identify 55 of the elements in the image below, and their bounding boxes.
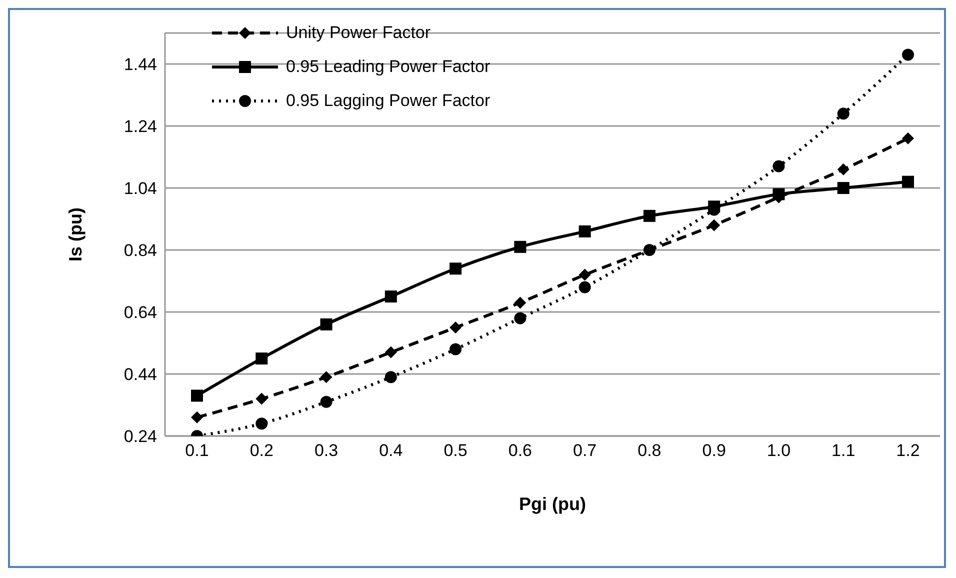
point <box>578 225 591 238</box>
y-tick-label: 0.44 <box>124 365 157 384</box>
y-tick-label: 0.84 <box>124 241 157 260</box>
point <box>902 176 914 188</box>
point <box>320 396 332 408</box>
point <box>450 322 462 334</box>
point <box>837 108 850 120</box>
point <box>320 371 332 384</box>
x-tick-label: 1.1 <box>832 441 856 460</box>
y-axis-title: Is (pu) <box>65 208 86 262</box>
x-tick-label: 0.5 <box>444 441 468 460</box>
point <box>708 219 720 232</box>
y-tick-label: 1.04 <box>124 179 157 198</box>
y-tick-label: 0.24 <box>124 427 157 446</box>
point <box>514 240 526 253</box>
x-tick-label: 0.1 <box>185 441 209 460</box>
point <box>643 244 656 256</box>
point <box>191 411 203 424</box>
y-tick-label: 0.64 <box>124 303 157 322</box>
point <box>902 48 914 61</box>
legend-label: 0.95 Leading Power Factor <box>286 57 490 77</box>
legend-label: Unity Power Factor <box>286 23 431 43</box>
point <box>384 290 397 302</box>
point <box>256 418 268 430</box>
x-tick-label: 0.3 <box>314 441 338 460</box>
point <box>450 343 462 356</box>
point <box>902 132 914 144</box>
x-tick-label: 0.4 <box>379 441 403 460</box>
x-tick-label: 0.2 <box>250 441 274 460</box>
y-tick-label: 1.44 <box>124 55 157 74</box>
x-tick-label: 0.6 <box>508 441 532 460</box>
point <box>256 352 268 364</box>
x-tick-label: 1.0 <box>766 441 791 460</box>
x-tick-label: 1.2 <box>896 441 920 460</box>
x-tick-label: 0.8 <box>638 441 662 460</box>
point <box>772 160 785 172</box>
point <box>514 312 526 324</box>
x-axis-title: Pgi (pu) <box>519 494 586 514</box>
point <box>191 390 203 402</box>
point <box>450 262 462 275</box>
point <box>643 210 656 222</box>
point <box>578 281 591 294</box>
point <box>320 318 332 330</box>
x-tick-label: 0.7 <box>573 441 597 460</box>
point <box>514 296 526 309</box>
point <box>772 188 785 200</box>
point <box>837 163 850 176</box>
point <box>837 182 850 194</box>
y-tick-label: 1.24 <box>124 117 157 136</box>
point <box>578 268 591 281</box>
point <box>384 371 397 384</box>
x-tick-label: 0.9 <box>702 441 726 460</box>
point <box>256 392 268 405</box>
point <box>384 346 397 358</box>
legend-label: 0.95 Lagging Power Factor <box>286 91 490 111</box>
